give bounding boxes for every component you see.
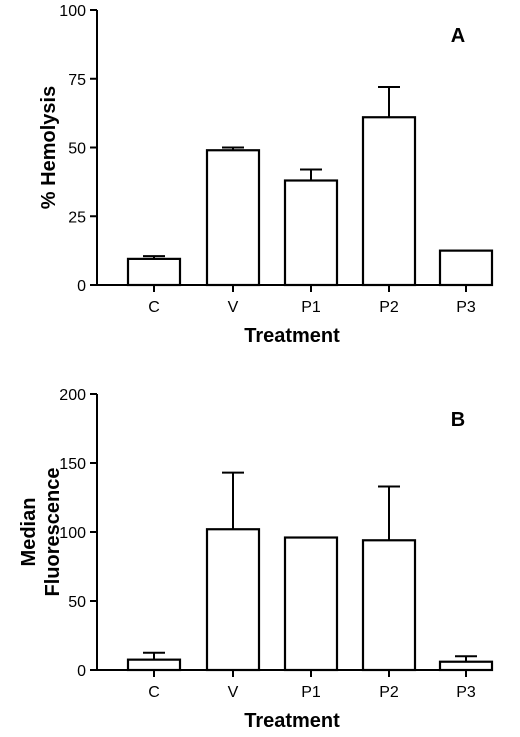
x-tick-label-p2: P2 <box>379 684 399 701</box>
y-tick-label: 50 <box>68 141 86 158</box>
y-axis-title: % Hemolysis <box>38 86 60 209</box>
x-tick-label-p2: P2 <box>379 299 399 316</box>
y-tick-label: 50 <box>68 594 86 611</box>
y-axis-title-line: Median <box>18 498 40 567</box>
chart-panel-b: 0 50 100 150 200 C V P1 P2 P3 Treatment Median Fluor… <box>18 387 494 732</box>
bar-p2 <box>361 116 417 287</box>
x-tick-label-v: V <box>228 299 239 316</box>
y-tick-label: 200 <box>59 387 86 404</box>
bar-p2 <box>361 539 417 672</box>
y-axis-title-line: Fluorescence <box>42 468 64 597</box>
bar-p1 <box>283 536 339 672</box>
bar-c <box>126 658 182 672</box>
panel-label: B <box>451 409 465 431</box>
y-tick-label: 150 <box>59 456 86 473</box>
y-tick-label: 25 <box>68 209 86 226</box>
x-axis-title: Treatment <box>244 325 340 347</box>
y-tick-label: 0 <box>77 663 86 680</box>
y-tick-label: 100 <box>59 525 86 542</box>
y-tick-label: 0 <box>77 278 86 295</box>
x-axis-title: Treatment <box>244 710 340 732</box>
bar-p3 <box>438 249 494 287</box>
panel-label: A <box>451 25 465 47</box>
chart-panel-a: 0 25 50 75 100 C V P1 P2 P3 Treatment % Hemolysis A <box>38 3 494 347</box>
y-axis-title: Median Fluorescence <box>18 468 64 597</box>
x-tick-label-c: C <box>148 299 160 316</box>
x-tick-label-c: C <box>148 684 160 701</box>
x-tick-label-p1: P1 <box>301 299 321 316</box>
bar-v <box>205 528 261 672</box>
y-tick-label: 75 <box>68 72 86 89</box>
bar-p1 <box>283 179 339 287</box>
y-tick-label: 100 <box>59 3 86 20</box>
bar-p3 <box>438 660 494 672</box>
bar-v <box>205 149 261 287</box>
x-tick-label-p1: P1 <box>301 684 321 701</box>
x-tick-label-p3: P3 <box>456 299 476 316</box>
x-tick-label-p3: P3 <box>456 684 476 701</box>
bar-c <box>126 257 182 287</box>
y-axis-title-line: % Hemolysis <box>38 86 60 209</box>
x-tick-label-v: V <box>228 684 239 701</box>
